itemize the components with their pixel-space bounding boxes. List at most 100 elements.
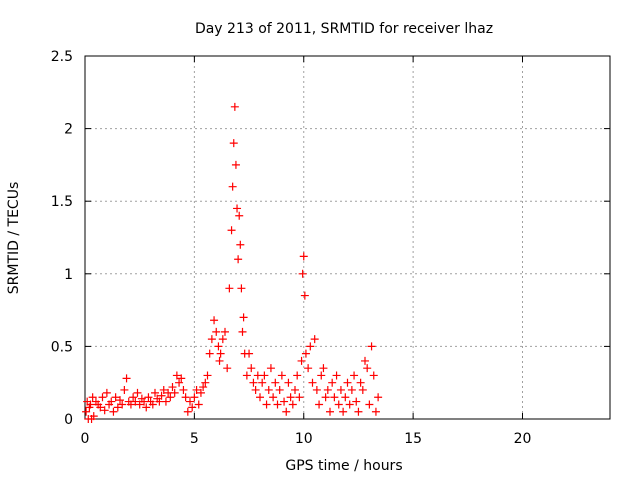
data-point — [306, 342, 315, 351]
data-point — [238, 327, 247, 336]
data-point — [215, 356, 224, 365]
x-tick-label: 10 — [295, 431, 313, 447]
data-point — [304, 364, 313, 373]
data-point — [361, 356, 369, 365]
data-point — [207, 335, 216, 344]
data-point — [212, 327, 221, 336]
y-axis-label: SRMTID / TECUs — [6, 182, 22, 295]
data-point — [271, 378, 280, 387]
data-point — [196, 388, 205, 397]
data-point — [102, 388, 111, 397]
data-point — [251, 385, 260, 394]
data-point — [374, 393, 383, 402]
data-point — [144, 393, 153, 402]
data-point — [203, 371, 212, 380]
data-point — [247, 364, 256, 373]
data-point — [273, 400, 282, 409]
data-point — [275, 385, 284, 394]
x-axis-label: GPS time / hours — [285, 458, 402, 474]
data-point — [286, 393, 295, 402]
data-point — [332, 371, 341, 380]
data-point — [310, 335, 319, 344]
data-point — [308, 378, 317, 387]
data-point — [352, 397, 361, 406]
data-point — [237, 284, 246, 293]
data-point — [201, 378, 210, 387]
data-point — [82, 407, 91, 416]
x-tick-label: 20 — [514, 431, 532, 447]
data-point — [228, 182, 237, 191]
data-point — [107, 397, 116, 406]
data-point — [181, 393, 190, 402]
data-point — [319, 364, 328, 373]
data-point — [113, 403, 122, 412]
data-point — [245, 349, 254, 358]
data-point — [312, 385, 321, 394]
data-point — [266, 364, 275, 373]
y-tick-label: 2 — [64, 122, 73, 138]
y-tick-label: 1 — [64, 267, 73, 283]
data-point — [350, 371, 359, 380]
data-point — [142, 403, 151, 412]
data-point — [170, 388, 179, 397]
data-point — [363, 364, 372, 373]
data-point — [231, 160, 240, 169]
data-point — [345, 400, 354, 409]
data-point — [341, 393, 350, 402]
data-point — [334, 400, 343, 409]
data-point — [89, 412, 98, 421]
data-point — [126, 400, 135, 409]
data-point — [297, 356, 306, 365]
y-tick-label: 2.5 — [51, 49, 73, 65]
data-point — [183, 407, 192, 416]
data-point — [131, 397, 140, 406]
data-point — [291, 385, 299, 394]
data-point — [235, 211, 244, 220]
grid — [85, 56, 610, 419]
data-point — [175, 378, 184, 387]
chart-title: Day 213 of 2011, SRMTID for receiver lha… — [195, 21, 493, 37]
data-point — [236, 240, 245, 249]
data-point — [264, 385, 273, 394]
data-point — [234, 255, 243, 264]
data-point — [100, 406, 109, 415]
data-point — [298, 269, 307, 278]
data-point — [122, 374, 131, 383]
data-point — [88, 393, 97, 402]
data-point — [328, 378, 337, 387]
data-point — [282, 407, 291, 416]
data-point — [321, 393, 330, 402]
data-point — [227, 226, 236, 235]
data-point — [161, 397, 170, 406]
data-point — [277, 371, 286, 380]
data-point — [295, 393, 304, 402]
data-point — [199, 383, 208, 392]
x-tick-label: 15 — [404, 431, 422, 447]
data-point — [172, 371, 181, 380]
data-point — [256, 393, 264, 402]
data-point — [179, 385, 188, 394]
data-point — [111, 393, 120, 402]
data-point — [371, 407, 380, 416]
data-point — [218, 335, 227, 344]
y-tick-label: 1.5 — [51, 194, 73, 210]
data-point — [260, 371, 269, 380]
data-point — [190, 393, 199, 402]
data-point — [365, 400, 374, 409]
data-point — [300, 291, 309, 300]
data-point — [326, 407, 334, 416]
data-point — [186, 397, 194, 406]
data-point — [216, 349, 225, 358]
data-point — [205, 349, 214, 358]
data-point — [210, 316, 219, 325]
data-point — [249, 378, 258, 387]
data-point — [109, 407, 118, 416]
data-point — [168, 383, 177, 392]
data-point — [323, 385, 332, 394]
data-point — [367, 342, 376, 351]
axis-ticks: 0 0.5 1 1.5 2 2.5 0 5 10 15 20 — [51, 49, 610, 447]
data-point — [358, 385, 367, 394]
data-point — [315, 400, 324, 409]
data-point — [317, 371, 326, 380]
